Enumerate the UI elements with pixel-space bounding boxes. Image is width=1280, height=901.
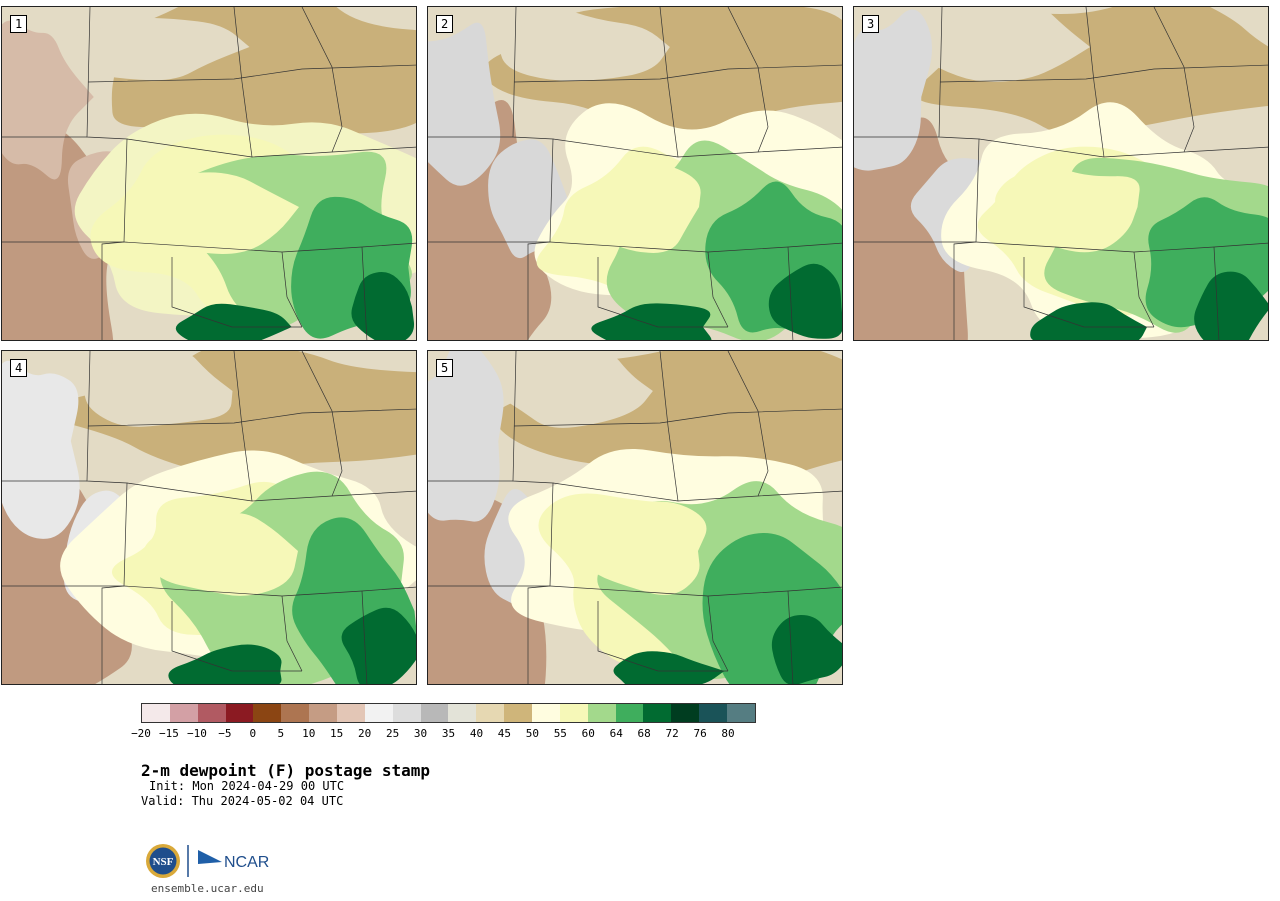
dewpoint-map-5	[428, 351, 842, 684]
colorbar-tick: 80	[721, 727, 735, 740]
map-panel-2: 2	[427, 6, 843, 341]
colorbar-tick: 64	[609, 727, 623, 740]
map-panel-1: 1	[1, 6, 417, 341]
colorbar-swatch	[253, 704, 282, 722]
panel-number-label: 5	[436, 359, 454, 377]
colorbar-swatch	[197, 704, 226, 722]
colorbar-swatch	[532, 704, 560, 722]
colorbar-swatch	[225, 704, 254, 722]
colorbar-swatch	[169, 704, 198, 722]
colorbar-swatch	[364, 704, 393, 722]
panel-number-label: 4	[10, 359, 28, 377]
colorbar-swatch	[643, 704, 672, 722]
colorbar-swatch	[615, 704, 644, 722]
colorbar-swatch	[281, 704, 310, 722]
colorbar-swatch	[504, 704, 533, 722]
colorbar-tick: 76	[693, 727, 707, 740]
dewpoint-map-2	[428, 7, 842, 340]
init-time: Init: Mon 2024-04-29 00 UTC	[149, 779, 345, 793]
colorbar-tick: −5	[218, 727, 232, 740]
colorbar-tick: 72	[665, 727, 679, 740]
colorbar-swatch	[142, 704, 170, 722]
map-panel-5: 5	[427, 350, 843, 685]
colorbar-tick: 50	[525, 727, 539, 740]
dewpoint-colorbar	[141, 703, 756, 723]
colorbar-tick: 68	[637, 727, 651, 740]
figure-title: 2-m dewpoint (F) postage stamp	[141, 761, 430, 780]
colorbar-swatch	[699, 704, 728, 722]
nsf-logo-icon: NSF	[146, 844, 180, 878]
colorbar-swatch	[392, 704, 421, 722]
colorbar-tick: 25	[385, 727, 400, 740]
dewpoint-map-4	[2, 351, 416, 684]
colorbar-swatch	[309, 704, 338, 722]
colorbar-tick: 15	[330, 727, 344, 740]
colorbar-swatch	[476, 704, 505, 722]
dewpoint-map-1	[2, 7, 416, 340]
colorbar-tick: 30	[413, 727, 428, 740]
colorbar-tick: 35	[441, 727, 456, 740]
colorbar-tick: −15	[159, 727, 179, 740]
colorbar-tick: 5	[277, 727, 285, 740]
colorbar-tick: 45	[497, 727, 512, 740]
map-panel-4: 4	[1, 350, 417, 685]
ncar-logo-icon: NCAR	[198, 850, 269, 871]
colorbar-tick: 10	[302, 727, 316, 740]
valid-time: Valid: Thu 2024-05-02 04 UTC	[141, 794, 344, 808]
colorbar-tick: −20	[131, 727, 151, 740]
colorbar-swatch	[727, 704, 755, 722]
colorbar-swatch	[559, 704, 588, 722]
colorbar-swatch	[448, 704, 477, 722]
colorbar-swatch	[337, 704, 365, 722]
colorbar-tick: 40	[469, 727, 484, 740]
colorbar-tick-labels: −20 −15 −10 −5 0 5 10 15 20 25 30 35 40 45 50 55 60 64 68 7…	[131, 727, 756, 743]
colorbar-tick: 55	[553, 727, 567, 740]
svg-text:NCAR: NCAR	[224, 854, 269, 871]
map-panel-3: 3	[853, 6, 1269, 341]
colorbar-tick: 60	[581, 727, 595, 740]
colorbar-tick: 0	[249, 727, 257, 740]
sponsor-logos: NSF NCAR	[144, 842, 284, 880]
panel-number-label: 1	[10, 15, 28, 33]
colorbar-swatch	[671, 704, 700, 722]
colorbar-tick: 20	[358, 727, 372, 740]
colorbar-swatch	[420, 704, 449, 722]
site-url: ensemble.ucar.edu	[151, 882, 264, 895]
colorbar-tick: −10	[186, 727, 207, 740]
dewpoint-map-3	[854, 7, 1268, 340]
panel-number-label: 3	[862, 15, 880, 33]
panel-number-label: 2	[436, 15, 454, 33]
colorbar-swatch	[587, 704, 616, 722]
svg-text:NSF: NSF	[153, 856, 174, 868]
